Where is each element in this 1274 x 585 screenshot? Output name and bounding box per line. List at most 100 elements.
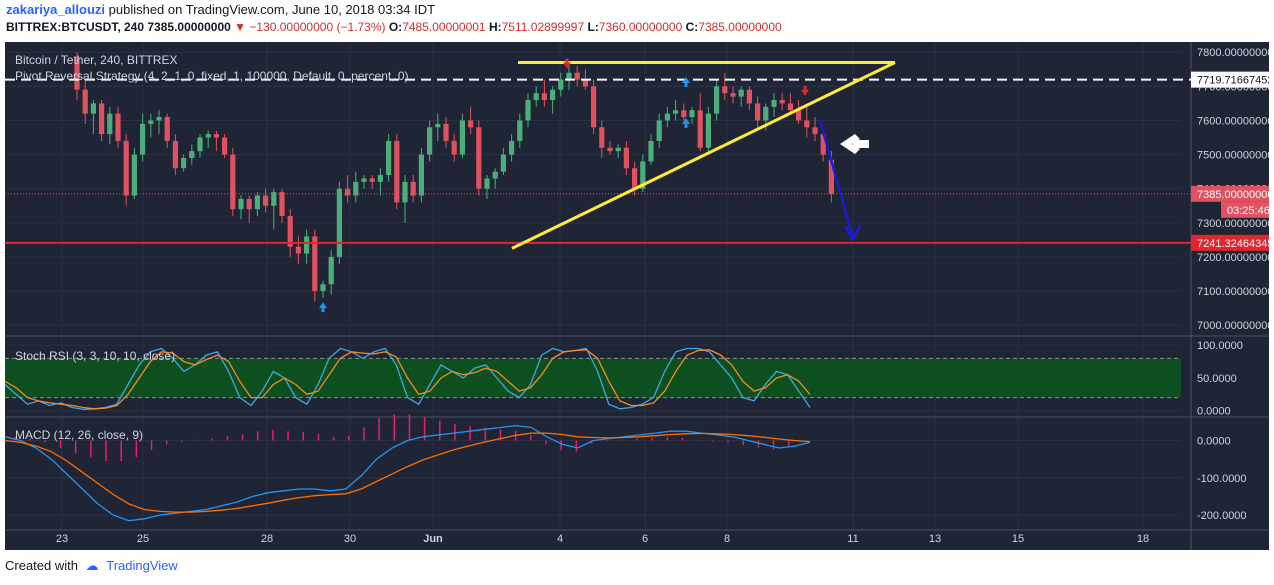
arrow-head-icon bbox=[843, 225, 862, 243]
candle-body bbox=[394, 140, 400, 203]
candle-body bbox=[509, 140, 515, 155]
tradingview-icon: ☁ bbox=[85, 558, 99, 573]
last-price: 7385.00000000 bbox=[147, 20, 231, 34]
candle-body bbox=[582, 79, 588, 87]
candle-body bbox=[697, 110, 703, 148]
x-tick-label: 23 bbox=[56, 533, 68, 545]
x-tick-label: Jun bbox=[423, 533, 443, 545]
candle-body bbox=[763, 106, 769, 121]
strategy-label: Pivot Reversal Strategy (4, 2, 1, 0, fix… bbox=[15, 69, 409, 83]
candle-body bbox=[533, 93, 539, 100]
close-label: C: bbox=[685, 20, 699, 34]
macd-line bbox=[4, 424, 811, 522]
candle-body bbox=[279, 192, 285, 216]
candle-body bbox=[541, 93, 547, 100]
long-signal-stem bbox=[684, 123, 688, 128]
close-value: 7385.00000000 bbox=[698, 20, 782, 34]
change-value: −130.00000000 (−1.73%) bbox=[249, 20, 386, 34]
candle-body bbox=[714, 86, 720, 114]
quote-line: BITTREX:BTCUSDT, 240 7385.00000000 ▼ −13… bbox=[6, 20, 782, 34]
pivot-price-tag: 7719.71667452 bbox=[1197, 75, 1269, 87]
candle-body bbox=[746, 89, 752, 104]
candle-body bbox=[722, 86, 728, 94]
candle-body bbox=[468, 120, 474, 128]
candle-body bbox=[115, 113, 121, 141]
created-with-label: Created with bbox=[5, 558, 78, 573]
macd-signal-line bbox=[4, 432, 811, 513]
candle-body bbox=[492, 171, 498, 179]
candle-body bbox=[418, 154, 424, 196]
candle-body bbox=[353, 181, 359, 196]
candle-body bbox=[615, 147, 621, 152]
candle-body bbox=[664, 113, 670, 121]
candle-body bbox=[730, 93, 736, 97]
support-price-tag-bg bbox=[1191, 234, 1269, 251]
tradingview-link[interactable]: TradingView bbox=[106, 558, 178, 573]
rising-trendline bbox=[511, 61, 896, 250]
candle-body bbox=[107, 113, 113, 135]
candle-body bbox=[320, 284, 326, 292]
author-link[interactable]: zakariya_allouzi bbox=[6, 2, 105, 17]
candle-body bbox=[599, 127, 605, 148]
macd-tick-label: -200.0000 bbox=[1197, 510, 1247, 522]
candle-body bbox=[213, 134, 219, 138]
macd-title: MACD (12, 26, close, 9) bbox=[15, 428, 143, 442]
candle-body bbox=[238, 198, 244, 210]
candle-body bbox=[82, 89, 88, 114]
macd-tick-label: 0.0000 bbox=[1197, 436, 1231, 448]
pivot-price-tag-bg bbox=[1191, 71, 1269, 88]
x-tick-label: 25 bbox=[137, 533, 149, 545]
high-value: 7511.02899997 bbox=[501, 20, 585, 34]
x-tick-label: 28 bbox=[261, 533, 273, 545]
current-price-tag-bg bbox=[1191, 185, 1269, 202]
candle-body bbox=[705, 113, 711, 148]
x-tick-label: 15 bbox=[1012, 533, 1024, 545]
chart-canvas[interactable]: 7800.000000007700.000000007600.000000007… bbox=[4, 42, 1273, 550]
candle-body bbox=[164, 117, 170, 141]
candle-body bbox=[312, 236, 318, 292]
candle-body bbox=[812, 127, 818, 135]
countdown-tag: 03:25:46 bbox=[1227, 205, 1269, 217]
candle-body bbox=[451, 140, 457, 155]
down-arrow-icon: ▼ bbox=[234, 20, 247, 34]
candle-body bbox=[271, 192, 277, 206]
open-value: 7485.00000001 bbox=[402, 20, 486, 34]
candle-body bbox=[787, 103, 793, 111]
stoch-k-line bbox=[4, 347, 811, 411]
short-signal-icon bbox=[801, 89, 809, 96]
support-price-tag: 7241.32464345 bbox=[1197, 238, 1269, 250]
candle-body bbox=[197, 137, 203, 152]
y-tick-label: 7800.00000000 bbox=[1197, 47, 1269, 59]
candle-body bbox=[673, 110, 679, 114]
candle-body bbox=[361, 178, 367, 182]
x-tick-label: 8 bbox=[724, 533, 730, 545]
chart-background bbox=[5, 42, 1269, 550]
x-tick-label: 18 bbox=[1137, 533, 1149, 545]
long-signal-icon bbox=[682, 76, 690, 83]
countdown-tag-group: 03:25:46 bbox=[1221, 201, 1270, 218]
candle-body bbox=[804, 120, 810, 128]
candle-body bbox=[205, 134, 211, 138]
candle-body bbox=[779, 100, 785, 104]
footer: Created with ☁ TradingView bbox=[5, 558, 178, 574]
x-tick-label: 4 bbox=[557, 533, 563, 545]
countdown-tag-bg bbox=[1221, 201, 1269, 218]
low-label: L: bbox=[587, 20, 599, 34]
symbol-label: BITTREX:BTCUSDT, 240 bbox=[6, 20, 145, 34]
candle-body bbox=[550, 89, 556, 100]
candle-body bbox=[74, 59, 80, 90]
candle-body bbox=[287, 216, 293, 247]
stoch-d-line bbox=[4, 349, 811, 410]
candle-body bbox=[90, 103, 96, 114]
candle-body bbox=[131, 154, 137, 196]
candle-body bbox=[377, 175, 383, 182]
candle-body bbox=[820, 134, 826, 155]
chart-container[interactable]: 7800.000000007700.000000007600.000000007… bbox=[4, 42, 1273, 550]
y-tick-label: 7500.00000000 bbox=[1197, 150, 1269, 162]
candle-body bbox=[591, 86, 597, 128]
candle-body bbox=[689, 110, 695, 118]
stoch-tick-label: 0.0000 bbox=[1197, 406, 1231, 418]
candle-body bbox=[476, 127, 482, 189]
candle-body bbox=[246, 198, 252, 210]
current-price-tag: 7385.00000000 bbox=[1197, 189, 1269, 201]
